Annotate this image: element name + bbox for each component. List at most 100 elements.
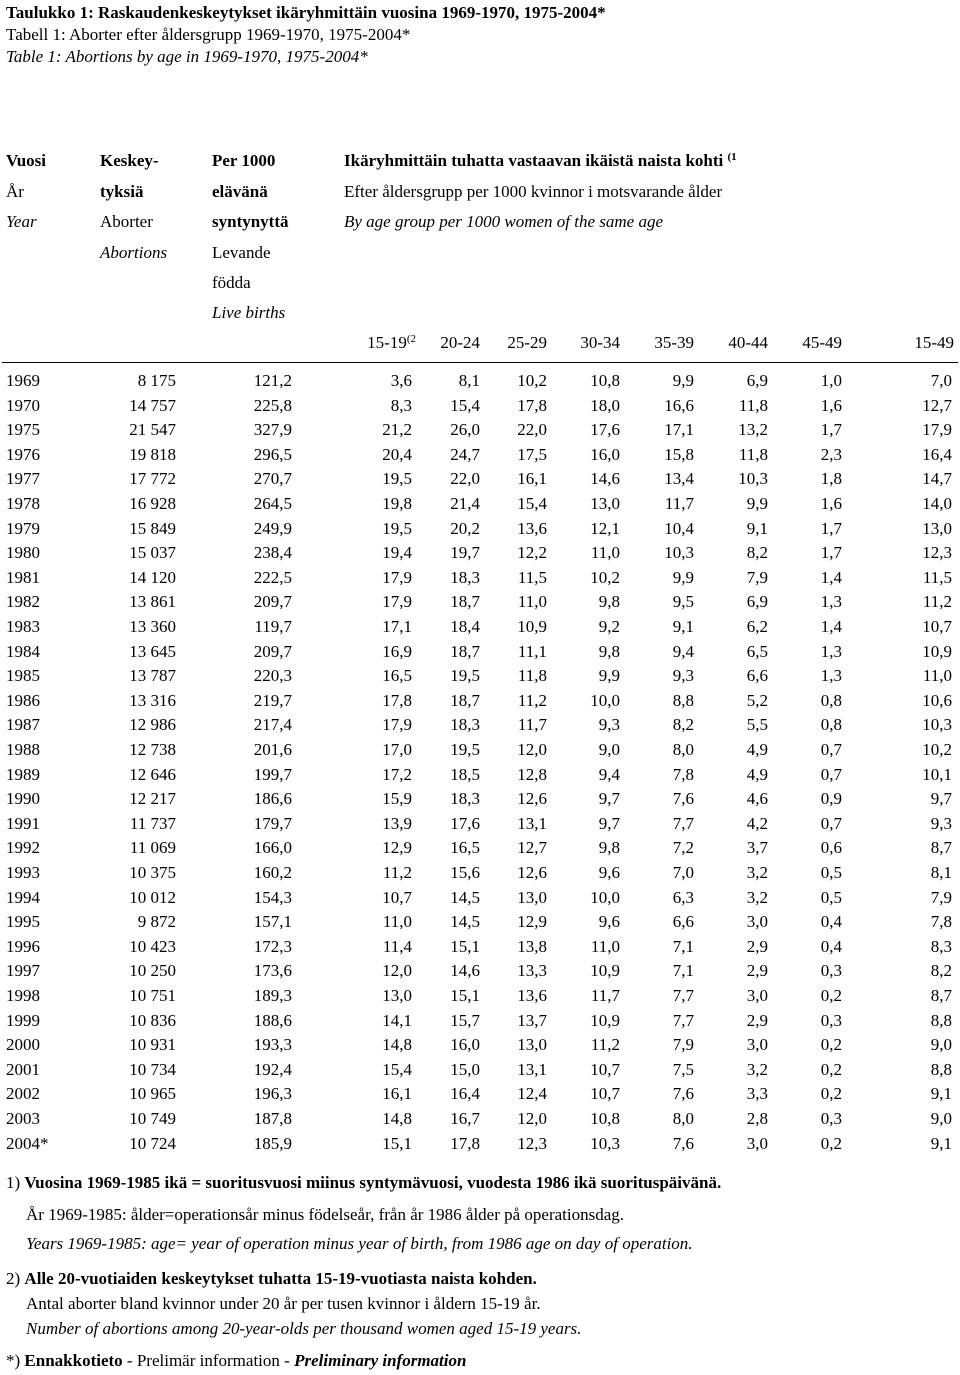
age-45-49-cell: 1,3 — [820, 641, 842, 661]
age-15-49-cell: 8,8 — [930, 1059, 952, 1079]
table-row: 1992 11 069 166,0 12,9 16,5 12,7 9,8 7,2 3,7 0,6 8… — [0, 836, 960, 860]
table-row: 1976 19 818 296,5 20,4 24,7 17,5 16,0 15,8 11,8 2… — [0, 443, 960, 467]
age-40-44-cell: 3,0 — [746, 1035, 768, 1055]
table-row: 1994 10 012 154,3 10,7 14,5 13,0 10,0 6,3 3,2 0,5… — [0, 886, 960, 910]
year-cell: 1993 — [6, 863, 40, 882]
age-30-34-cell: 9,8 — [598, 838, 620, 858]
footnote-3-fi: Ennakkotieto — [24, 1351, 123, 1370]
agegroup-header-en: By age group per 1000 women of the same … — [344, 212, 664, 231]
age-30-34-cell: 10,8 — [590, 371, 620, 390]
year-cell: 1983 — [6, 617, 40, 636]
age-35-39-cell: 9,1 — [672, 617, 694, 636]
per1000-cell: 264,5 — [253, 494, 292, 513]
age-15-49-cell: 10,9 — [922, 641, 952, 661]
abortions-cell: 11 737 — [129, 813, 176, 833]
age-15-19-cell: 19,5 — [382, 518, 412, 538]
age-25-29-cell: 12,2 — [517, 543, 547, 563]
abortions-cell: 15 037 — [129, 543, 176, 563]
age-20-24-cell: 16,7 — [450, 1109, 480, 1128]
footnote-1-en: Years 1969-1985: age= year of operation … — [26, 1234, 693, 1253]
age-25-29-cell: 11,5 — [517, 567, 547, 587]
abortions-cell: 15 849 — [129, 518, 176, 538]
age-25-29-cell: 12,8 — [517, 764, 547, 784]
age-30-34-cell: 10,2 — [590, 567, 620, 587]
age-col-header-45-49: 45-49 — [802, 333, 842, 352]
age-15-19-cell: 12,9 — [382, 838, 412, 858]
age-40-44-cell: 11,8 — [738, 444, 768, 464]
age-45-49-cell: 0,8 — [820, 715, 842, 735]
age-35-39-cell: 7,0 — [672, 863, 694, 882]
age-30-34-cell: 10,0 — [590, 690, 620, 710]
age-40-44-cell: 4,9 — [746, 740, 768, 759]
age-45-49-cell: 0,2 — [820, 1035, 842, 1055]
age-15-19-cell: 15,1 — [382, 1133, 412, 1153]
per1000-cell: 193,3 — [253, 1035, 292, 1055]
age-30-34-cell: 9,8 — [598, 592, 620, 612]
age-30-34-cell: 17,6 — [590, 420, 620, 440]
age-45-49-cell: 0,8 — [820, 690, 842, 710]
abortions-cell: 13 316 — [129, 690, 176, 710]
footnote-3-marker: *) — [6, 1351, 25, 1370]
year-cell: 1985 — [6, 666, 40, 686]
abortions-cell: 13 787 — [129, 666, 176, 686]
age-20-24-cell: 21,4 — [450, 494, 480, 513]
age-45-49-cell: 1,7 — [820, 543, 842, 563]
abortions-cell: 10 423 — [129, 936, 176, 956]
per1000-cell: 199,7 — [253, 764, 292, 784]
age-15-49-cell: 16,4 — [922, 444, 952, 464]
age-20-24-cell: 18,7 — [450, 641, 480, 661]
age-25-29-cell: 16,1 — [517, 469, 547, 489]
age-15-49-cell: 10,7 — [922, 617, 952, 636]
age-35-39-cell: 7,7 — [672, 1010, 694, 1030]
age-30-34-cell: 9,3 — [598, 715, 620, 735]
year-cell: 2001 — [6, 1059, 40, 1079]
age-30-34-cell: 9,4 — [598, 764, 620, 784]
age-40-44-cell: 10,3 — [738, 469, 768, 489]
age-35-39-cell: 7,6 — [672, 1084, 694, 1104]
age-45-49-cell: 0,5 — [820, 887, 842, 907]
age-15-19-cell: 17,0 — [382, 740, 412, 759]
age-30-34-cell: 9,2 — [598, 617, 620, 636]
agegroup-header-fi-text: Ikäryhmittäin tuhatta vastaavan ikäistä … — [344, 151, 724, 170]
age-25-29-cell: 11,8 — [517, 666, 547, 686]
age-30-34-cell: 9,0 — [598, 740, 620, 759]
age-40-44-cell: 3,0 — [746, 986, 768, 1005]
footnote-1-fi: 1) Vuosina 1969-1985 ikä = suoritusvuosi… — [6, 1172, 721, 1193]
age-40-44-cell: 7,9 — [746, 567, 768, 587]
age-30-34-cell: 10,8 — [590, 1109, 620, 1128]
year-cell: 1994 — [6, 887, 40, 907]
age-45-49-cell: 0,5 — [820, 863, 842, 882]
age-15-19-cell: 20,4 — [382, 444, 412, 464]
age-15-19-cell: 19,5 — [382, 469, 412, 489]
year-cell: 1979 — [6, 518, 40, 538]
table-row: 1978 16 928 264,5 19,8 21,4 15,4 13,0 11,7 9,9 1,… — [0, 492, 960, 516]
age-30-34-cell: 9,8 — [598, 641, 620, 661]
age-30-34-cell: 13,0 — [590, 494, 620, 513]
age-30-34-cell: 9,6 — [598, 863, 620, 882]
year-cell: 1970 — [6, 395, 40, 415]
age-35-39-cell: 11,7 — [664, 494, 694, 513]
age-20-24-cell: 15,1 — [450, 986, 480, 1005]
table-row: 1997 10 250 173,6 12,0 14,6 13,3 10,9 7,1 2,9 0,3… — [0, 959, 960, 983]
age-25-29-cell: 13,1 — [517, 1059, 547, 1079]
age-15-19-cell: 11,0 — [382, 912, 412, 932]
age-15-49-cell: 8,3 — [930, 936, 952, 956]
age-35-39-cell: 9,5 — [672, 592, 694, 612]
age-40-44-cell: 3,7 — [746, 838, 768, 858]
table-row: 2002 10 965 196,3 16,1 16,4 12,4 10,7 7,6 3,3 0,2… — [0, 1082, 960, 1106]
age-30-34-cell: 10,9 — [590, 961, 620, 981]
age-35-39-cell: 10,3 — [664, 543, 694, 563]
age-40-44-cell: 4,6 — [746, 789, 768, 809]
age-25-29-cell: 13,3 — [517, 961, 547, 981]
age-30-34-cell: 11,0 — [590, 936, 620, 956]
age-20-24-cell: 18,3 — [450, 789, 480, 809]
age-35-39-cell: 17,1 — [664, 420, 694, 440]
age-25-29-cell: 13,8 — [517, 936, 547, 956]
abortions-cell: 12 986 — [129, 715, 176, 735]
year-cell: 2002 — [6, 1084, 40, 1104]
year-cell: 1976 — [6, 444, 40, 464]
footnote-1-marker: 1) — [6, 1173, 25, 1192]
age-35-39-cell: 9,9 — [672, 371, 694, 390]
year-cell: 1981 — [6, 567, 40, 587]
age-25-29-cell: 12,7 — [517, 838, 547, 858]
